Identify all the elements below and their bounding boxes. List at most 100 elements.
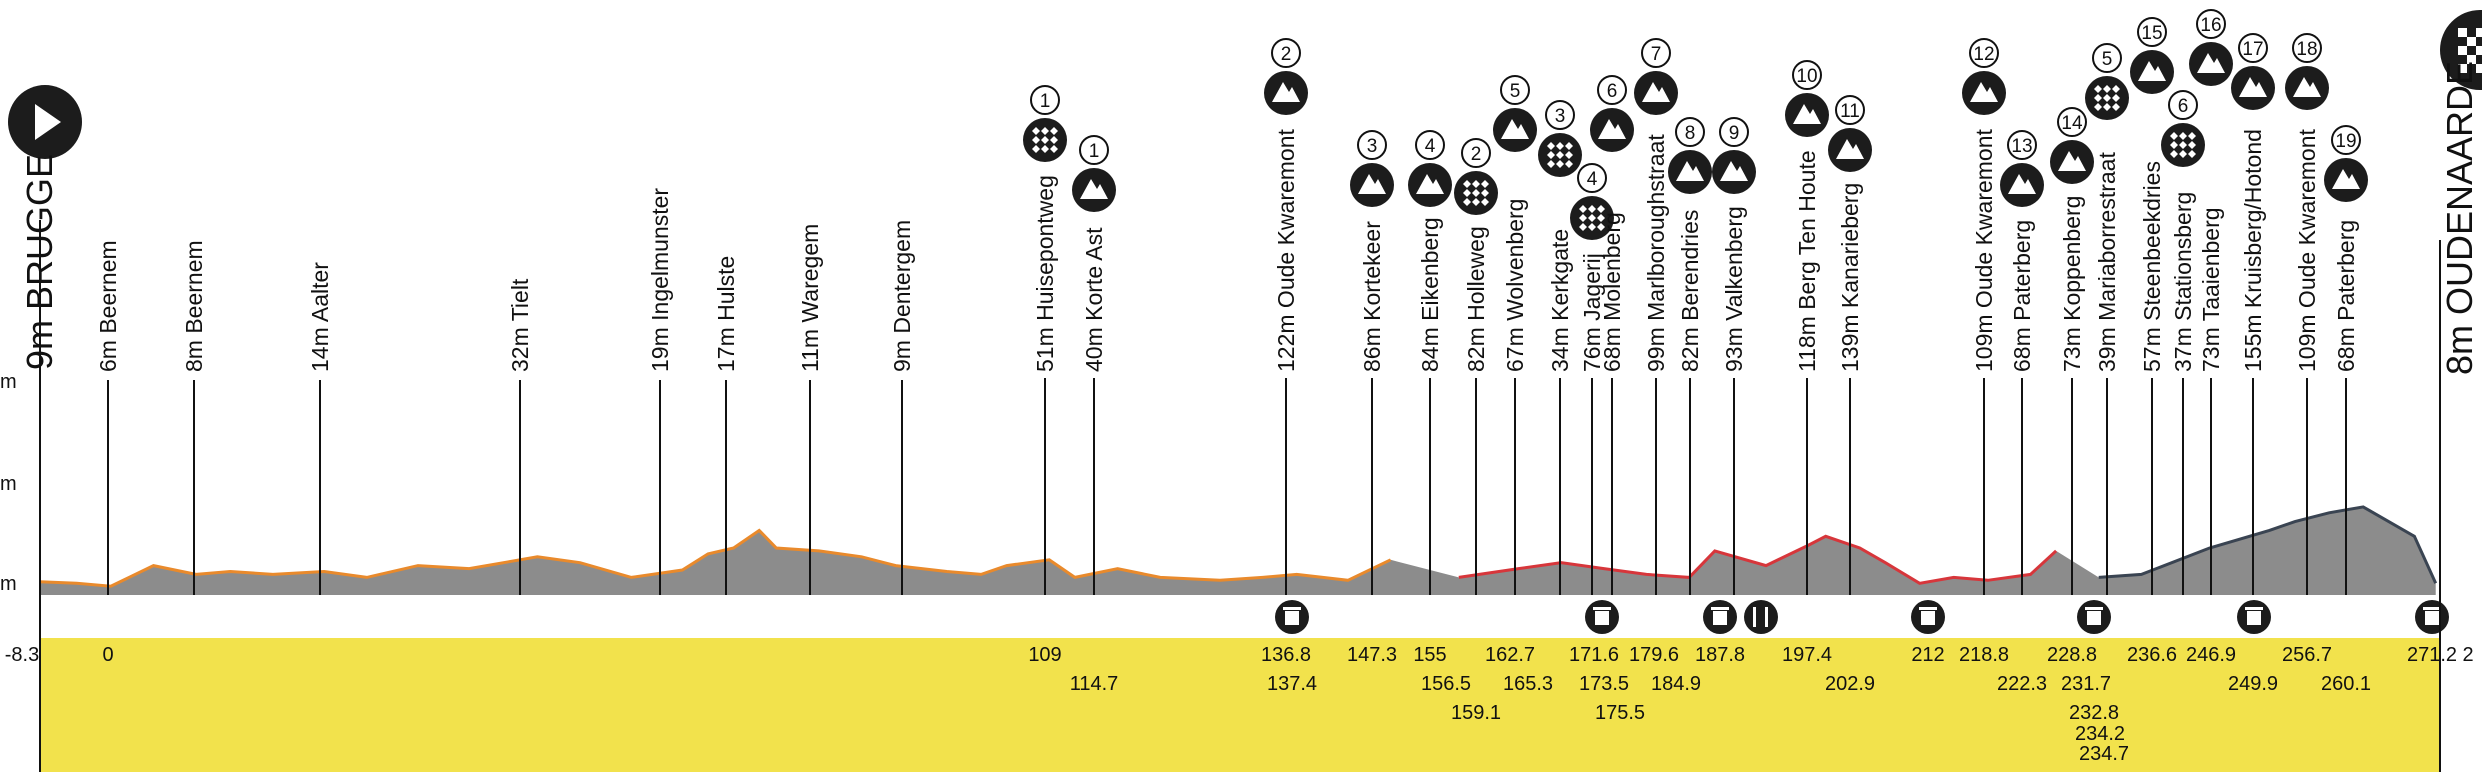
cobble-stone: [2179, 141, 2187, 149]
badge-circle: [1719, 117, 1749, 147]
cobble-stone: [1032, 127, 1040, 135]
badge-number: 18: [2296, 39, 2317, 60]
marker-climb: 99m Marlboroughstraat 7: [1634, 38, 1678, 595]
cobble-stone: [1050, 136, 1058, 144]
km-value: 159.1: [1451, 702, 1501, 724]
cobble-stone: [1032, 136, 1040, 144]
marker-label: 84m Eikenberg: [1417, 217, 1443, 372]
cobble-stone: [1579, 223, 1587, 231]
km-value: 271.2: [2407, 644, 2457, 666]
marker-label: 51m Huisepontweg: [1032, 175, 1058, 372]
cobble-stone: [2112, 85, 2120, 93]
marker-climb: 68m Paterberg 13: [2000, 130, 2044, 595]
mountain-glyph: [2239, 77, 2267, 97]
badge-circle: [2168, 90, 2198, 120]
feed-zone-icon-bg: [1744, 600, 1778, 634]
km-value: 234.2: [2075, 723, 2125, 745]
badge-number: 11: [1840, 101, 1860, 122]
mountain-glyph: [2138, 61, 2166, 81]
marker-town: 6m Beernem: [95, 240, 121, 595]
badge-circle: [1641, 38, 1671, 68]
badge-circle: [1969, 38, 1999, 68]
checkered-flag-icon: [2440, 10, 2482, 90]
cobble-stone: [1032, 145, 1040, 153]
marker-label: 82m Holleweg: [1463, 226, 1489, 372]
bin-body: [1595, 611, 1609, 625]
marker-label: 99m Marlboroughstraat: [1643, 134, 1669, 372]
km-value: 162.7: [1485, 644, 1535, 666]
marker-climb: 68m Molenberg 6: [1590, 75, 1634, 595]
marker-climb: 57m Steenbeekdries 15: [2130, 17, 2174, 595]
marker-label: 109m Oude Kwaremont: [1971, 128, 1997, 372]
km-value: 249.9: [2228, 673, 2278, 695]
marker-climb: 82m Berendries 8: [1668, 117, 1712, 595]
badge-number: 1: [1040, 91, 1051, 112]
marker-climb: 122m Oude Kwaremont 2: [1264, 38, 1308, 595]
cobble-stone: [1597, 214, 1605, 222]
cobble-stone: [1472, 198, 1480, 206]
cobble-stone: [2188, 150, 2196, 158]
km-value: 184.9: [1651, 673, 1701, 695]
bin-lid: [1593, 607, 1611, 610]
bin-body: [2425, 611, 2439, 625]
marker-label: 118m Berg Ten Houte: [1794, 150, 1820, 372]
badge-number: 14: [2061, 113, 2083, 134]
marker-town: 17m Hulste: [713, 256, 739, 595]
badge-circle: [1030, 85, 1060, 115]
mountain-glyph: [1080, 179, 1108, 199]
bin-lid: [1919, 607, 1937, 610]
badge-number: 15: [2141, 23, 2162, 44]
marker-label: 93m Valkenberg: [1721, 206, 1747, 372]
km-value: 147.3: [1347, 644, 1397, 666]
badge-circle: [2238, 33, 2268, 63]
marker-climb: 86m Kortekeer 3: [1350, 130, 1394, 595]
badge-number: 4: [1587, 169, 1598, 190]
y-tick-label: m: [0, 573, 17, 595]
km-value: 260.1: [2321, 673, 2371, 695]
cobble-stone: [2170, 141, 2178, 149]
badge-number: 8: [1685, 123, 1696, 144]
bin-body: [1285, 611, 1299, 625]
cobble-stone: [1556, 142, 1564, 150]
mountain-glyph: [1598, 119, 1626, 139]
cobble-stone: [1481, 189, 1489, 197]
marker-label: 68m Paterberg: [2333, 220, 2359, 372]
trash-icon: [2415, 600, 2449, 634]
badge-number: 5: [1510, 81, 1521, 102]
badge-circle: [1675, 117, 1705, 147]
km-value: 179.6: [1629, 644, 1679, 666]
cobble-stone: [1041, 145, 1049, 153]
km-value: 236.6: [2127, 644, 2177, 666]
badge-circle: [2196, 9, 2226, 39]
badge-circle: [2007, 130, 2037, 160]
mountain-glyph: [2058, 151, 2086, 171]
cobble-stone: [1547, 160, 1555, 168]
marker-label: 39m Mariaborrestraat: [2094, 152, 2120, 372]
marker-label: 122m Oude Kwaremont: [1273, 128, 1299, 372]
km-band: [40, 638, 2440, 772]
fork: [1753, 607, 1756, 627]
badge-number: 9: [1729, 123, 1740, 144]
trash-icon: [1275, 600, 1309, 634]
mountain-glyph: [1970, 82, 1998, 102]
cobble-stone: [1565, 142, 1573, 150]
bin-body: [2247, 611, 2261, 625]
cobble-stone: [1579, 205, 1587, 213]
cobble-stone: [1565, 160, 1573, 168]
cobble-stone: [2170, 132, 2178, 140]
start-label: 9m BRUGGE: [19, 154, 60, 370]
mountain-glyph: [1793, 104, 1821, 124]
marker-town: 8m Beernem: [181, 240, 207, 595]
cobble-stone: [1041, 127, 1049, 135]
badge-number: 3: [1555, 106, 1566, 127]
cobble-stone: [2103, 94, 2111, 102]
badge-circle: [1835, 95, 1865, 125]
km-value: 231.7: [2061, 673, 2111, 695]
marker-climb: 73m Koppenberg 14: [2050, 107, 2094, 595]
marker-label: 139m Kanarieberg: [1837, 183, 1863, 372]
cobble-stone: [1463, 198, 1471, 206]
marker-label: 40m Korte Ast: [1081, 227, 1107, 372]
finish-label: 8m OUDENAARDE: [2439, 61, 2480, 375]
cobble-stone: [1547, 142, 1555, 150]
marker-climb: 93m Valkenberg 9: [1712, 117, 1756, 595]
